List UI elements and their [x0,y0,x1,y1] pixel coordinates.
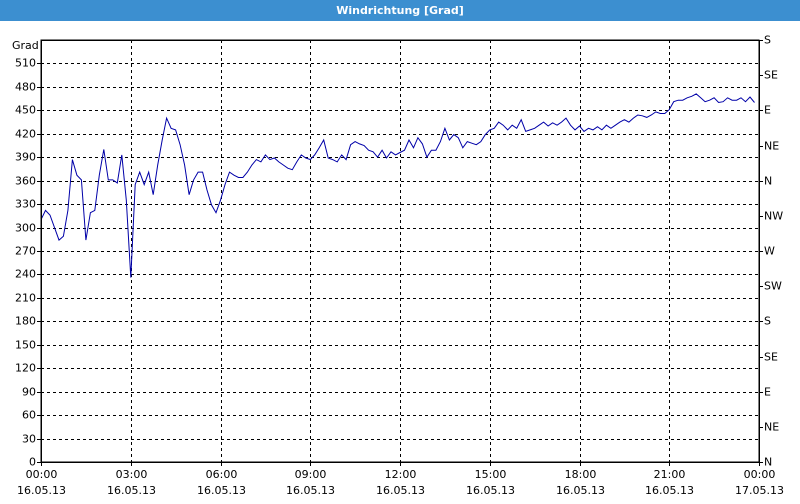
x-tick-label: 00:00 [744,468,776,481]
x-tick-date: 16.05.13 [466,484,515,497]
y2-tick-label: S [764,315,771,328]
y2-tick-label: N [764,175,772,188]
y-tick-label: 450 [15,104,36,117]
y2-tick-label: SE [764,69,778,82]
y2-tick-label: E [764,386,771,399]
y2-tick-label: S [764,34,771,47]
x-tick-label: 09:00 [295,468,327,481]
y-tick-label: 480 [15,81,36,94]
title-bar [0,0,800,21]
y2-tick-label: E [764,104,771,117]
x-tick-date: 16.05.13 [197,484,246,497]
y2-tick-label: SW [764,280,782,293]
y-tick-label: 330 [15,198,36,211]
y-tick-label: 180 [15,315,36,328]
y-tick-label: 60 [22,409,36,422]
x-tick-date: 16.05.13 [107,484,156,497]
y-tick-label: 390 [15,151,36,164]
x-tick-label: 21:00 [654,468,686,481]
x-tick-date: 17.05.13 [735,484,784,497]
y-axis-label: Grad [12,39,39,52]
y2-tick-label: N [764,456,772,469]
y-tick-label: 120 [15,362,36,375]
x-tick-label: 00:00 [26,468,58,481]
y-tick-label: 420 [15,128,36,141]
y2-tick-label: NE [764,140,779,153]
x-tick-label: 12:00 [385,468,417,481]
x-tick-label: 18:00 [565,468,597,481]
y-tick-label: 300 [15,222,36,235]
plot-border [41,40,760,463]
y-tick-label: 30 [22,433,36,446]
x-tick-date: 16.05.13 [17,484,66,497]
data-line [40,93,755,278]
y2-tick-label: W [764,245,775,258]
y-tick-label: 90 [22,386,36,399]
x-tick-label: 06:00 [206,468,238,481]
y-tick-label: 240 [15,268,36,281]
x-tick-date: 16.05.13 [556,484,605,497]
x-tick-date: 16.05.13 [645,484,694,497]
y2-tick-label: NW [764,210,783,223]
y-tick-label: 210 [15,292,36,305]
x-tick-label: 03:00 [116,468,148,481]
y-tick-label: 510 [15,57,36,70]
y-tick-label: 270 [15,245,36,258]
x-tick-date: 16.05.13 [286,484,335,497]
y2-tick-label: SE [764,351,778,364]
y2-tick-label: NE [764,421,779,434]
x-tick-label: 15:00 [475,468,507,481]
y-tick-label: 0 [29,456,36,469]
chart-title: Windrichtung [Grad] [336,4,464,17]
x-tick-date: 16.05.13 [376,484,425,497]
y-tick-label: 150 [15,339,36,352]
y-tick-label: 360 [15,175,36,188]
